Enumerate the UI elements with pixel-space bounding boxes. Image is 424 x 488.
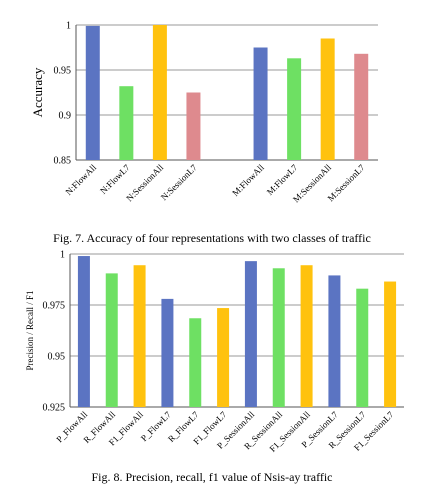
bar-f1-sessionl7 xyxy=(384,282,396,407)
bar-p-flowall xyxy=(78,256,90,407)
bar-n-sessionl7 xyxy=(186,93,200,161)
bar-p-flowl7 xyxy=(161,299,173,407)
y-tick-label: 0.9 xyxy=(59,111,72,122)
bar-p-sessionl7 xyxy=(328,275,340,407)
x-category-label: N:FlowAll xyxy=(64,162,99,197)
x-category-label: N:SessionL7 xyxy=(159,162,199,202)
bar-f1-sessionall xyxy=(301,265,313,407)
bar-f1-flowl7 xyxy=(217,308,229,407)
bar-n-sessionall xyxy=(153,25,167,160)
figure-7-caption: Fig. 7. Accuracy of four representations… xyxy=(0,231,424,245)
bar-r-sessionall xyxy=(273,268,285,407)
bar-p-sessionall xyxy=(245,261,257,407)
y-tick-label: 1 xyxy=(60,250,65,261)
y-axis-title: Accuracy xyxy=(30,67,45,117)
bar-r-flowl7 xyxy=(189,318,201,407)
bar-m-sessionl7 xyxy=(354,54,368,160)
x-category-label: M:FlowL7 xyxy=(265,162,300,197)
bar-f1-flowall xyxy=(134,265,146,407)
bar-m-sessionall xyxy=(321,39,335,161)
y-tick-label: 0.925 xyxy=(43,403,66,414)
bar-r-flowall xyxy=(106,273,118,407)
y-tick-label: 0.975 xyxy=(43,301,66,312)
bar-m-flowall xyxy=(254,48,268,161)
y-tick-label: 1 xyxy=(66,21,71,32)
y-tick-label: 0.95 xyxy=(48,352,66,363)
x-category-label: M:FlowAll xyxy=(230,162,266,198)
x-category-label: N:FlowL7 xyxy=(98,162,132,196)
bar-n-flowl7 xyxy=(119,86,133,160)
y-tick-label: 0.95 xyxy=(54,66,72,77)
y-tick-label: 0.85 xyxy=(54,156,72,167)
y-axis-title: Precision / Recall / F1 xyxy=(25,291,35,371)
bar-m-flowl7 xyxy=(287,58,301,160)
figure-8-caption: Fig. 8. Precision, recall, f1 value of N… xyxy=(0,470,424,484)
bar-r-sessionl7 xyxy=(356,289,368,407)
accuracy-chart: 0.85 0.9 0.95 1 Accuracy N:FlowAll N:FlowL7 N:S… xyxy=(0,0,424,230)
bar-n-flowall xyxy=(86,26,100,160)
